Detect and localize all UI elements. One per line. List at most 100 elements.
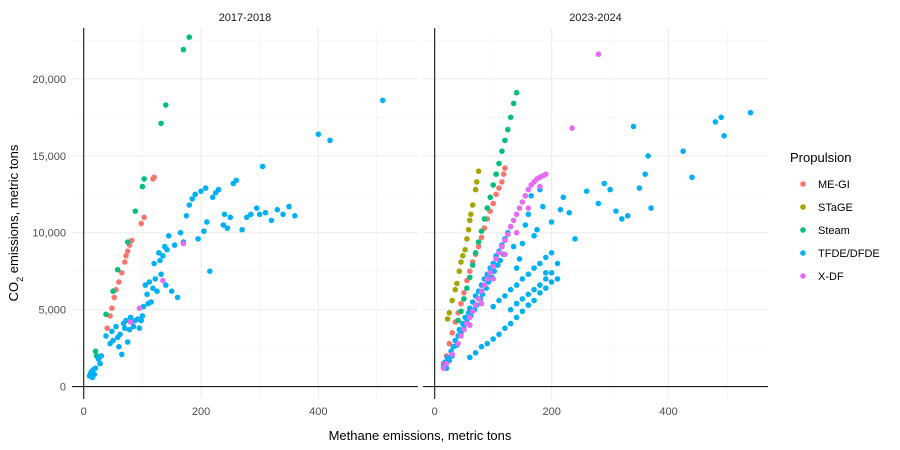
data-point (531, 265, 537, 271)
y-axis-title-prefix: CO (6, 282, 21, 302)
data-point (475, 296, 482, 302)
data-point (138, 317, 144, 324)
data-point (519, 240, 526, 247)
data-point (543, 276, 549, 282)
data-point (507, 286, 514, 293)
data-point (209, 194, 216, 201)
data-point (380, 97, 386, 104)
data-point (496, 160, 502, 167)
data-point (449, 351, 456, 358)
data-point (560, 194, 567, 201)
data-point (454, 280, 460, 287)
data-point (110, 288, 116, 295)
legend-key (800, 227, 806, 233)
legend-key (800, 273, 806, 279)
data-point (467, 217, 473, 224)
data-point (468, 211, 474, 218)
data-point (583, 188, 590, 194)
data-point (113, 323, 119, 330)
data-point (144, 291, 150, 298)
legend-label: X-DF (818, 271, 844, 283)
data-point (513, 229, 520, 236)
data-point (286, 203, 292, 210)
x-tick-label: 200 (542, 406, 560, 418)
data-point (446, 340, 453, 347)
data-point (528, 193, 534, 199)
data-point (177, 229, 184, 236)
data-point (103, 311, 109, 318)
data-point (557, 206, 564, 213)
data-point (613, 208, 619, 214)
data-point (151, 174, 157, 181)
data-point (136, 325, 143, 332)
data-point (97, 360, 103, 367)
data-point (163, 282, 169, 288)
data-point (164, 246, 170, 253)
data-point (119, 270, 125, 276)
data-point (461, 326, 467, 333)
data-point (464, 285, 470, 292)
data-point (262, 209, 269, 216)
data-point (507, 223, 514, 230)
data-point (484, 276, 491, 282)
data-point (537, 282, 543, 288)
data-point (158, 120, 164, 127)
data-point (160, 253, 166, 259)
data-point (680, 148, 686, 154)
data-point (127, 319, 134, 325)
data-point (122, 325, 128, 332)
data-point (595, 200, 602, 207)
legend-key (800, 181, 806, 187)
data-point (92, 348, 99, 355)
data-point (548, 250, 555, 256)
data-point (202, 185, 209, 191)
data-point (607, 186, 613, 193)
data-point (166, 233, 172, 239)
data-point (467, 268, 473, 275)
data-point (130, 323, 137, 330)
data-point (183, 213, 190, 219)
data-point (548, 279, 555, 285)
data-point (642, 171, 648, 177)
data-point (464, 236, 470, 242)
data-point (469, 262, 476, 268)
data-point (493, 191, 499, 198)
data-point (712, 119, 719, 125)
data-point (496, 185, 502, 191)
y-tick-label: 15,000 (32, 151, 66, 163)
data-point (475, 168, 482, 174)
data-point (475, 239, 482, 245)
data-point (478, 288, 485, 295)
data-point (91, 371, 98, 378)
data-point (490, 200, 497, 207)
data-point (502, 237, 508, 244)
data-point (150, 285, 156, 292)
data-point (502, 165, 508, 171)
data-point (461, 296, 467, 302)
data-point (548, 270, 555, 276)
data-point (499, 243, 505, 250)
panel-title: 2023-2024 (569, 12, 622, 24)
data-point (123, 253, 129, 259)
data-point (543, 171, 549, 177)
data-point (513, 314, 520, 321)
data-point (248, 211, 254, 218)
data-point (648, 205, 654, 211)
legend-label: STaGE (818, 202, 853, 214)
data-point (495, 262, 501, 268)
data-point (475, 243, 482, 250)
data-point (721, 133, 727, 139)
data-point (472, 302, 479, 308)
data-point (327, 137, 333, 144)
data-point (496, 331, 502, 338)
data-point (168, 288, 175, 295)
data-point (116, 279, 122, 285)
legend-key (800, 250, 806, 256)
data-point (531, 233, 537, 239)
data-point (138, 220, 144, 227)
data-point (259, 163, 266, 170)
data-point (537, 290, 543, 296)
data-point (195, 236, 201, 242)
data-point (280, 211, 286, 218)
